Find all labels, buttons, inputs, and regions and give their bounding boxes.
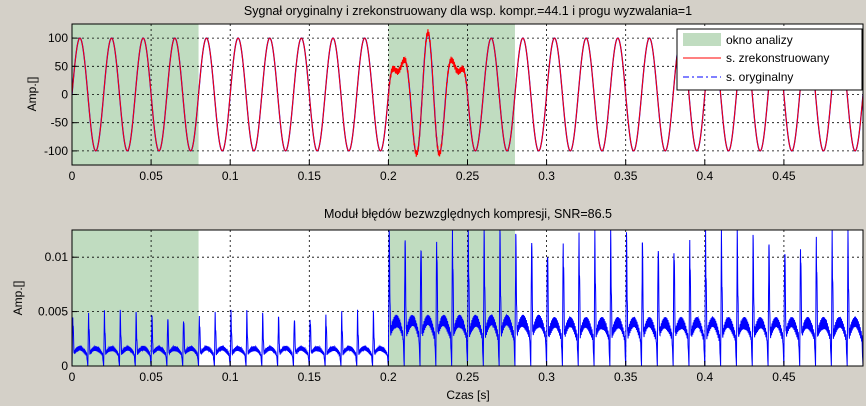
top-y-tick-label: 100 (48, 31, 68, 45)
legend: okno analizy s. zrekonstruowany s. orygi… (676, 28, 863, 91)
bottom-x-axis-label: Czas [s] (446, 388, 489, 402)
bot-x-tick-label: 0.35 (614, 370, 638, 384)
bot-x-tick-label: 0 (69, 370, 76, 384)
top-x-tick-label: 0.35 (614, 169, 638, 183)
top-x-tick-label: 0.45 (772, 169, 796, 183)
legend-label-window: okno analizy (726, 33, 793, 47)
bottom-chart-title: Moduł błędów bezwzględnych kompresji, SN… (324, 207, 612, 221)
top-x-tick-label: 0.4 (696, 169, 713, 183)
top-x-tick-label: 0 (69, 169, 76, 183)
bot-x-tick-label: 0.45 (772, 370, 796, 384)
bot-x-tick-label: 0.1 (222, 370, 239, 384)
bot-x-tick-label: 0.3 (538, 370, 555, 384)
top-x-tick-label: 0.1 (222, 169, 239, 183)
bot-y-tick-label: 0.01 (45, 250, 69, 264)
top-x-tick-label: 0.2 (380, 169, 397, 183)
bot-x-tick-label: 0.15 (298, 370, 322, 384)
bot-x-tick-label: 0.2 (380, 370, 397, 384)
bot-y-tick-label: 0.005 (38, 305, 68, 319)
bottom-y-axis-label: Amp.[] (11, 281, 25, 316)
bot-x-tick-label: 0.4 (696, 370, 713, 384)
bottom-chart: Moduł błędów bezwzględnych kompresji, SN… (11, 207, 864, 402)
bot-y-tick-label: 0 (61, 359, 68, 373)
top-x-tick-label: 0.15 (298, 169, 322, 183)
top-x-tick-label: 0.05 (139, 169, 163, 183)
top-y-tick-label: 50 (55, 59, 69, 73)
bot-x-tick-label: 0.05 (139, 370, 163, 384)
legend-label-original: s. oryginalny (726, 70, 793, 84)
bot-x-tick-label: 0.25 (456, 370, 480, 384)
top-y-tick-label: 0 (61, 88, 68, 102)
top-chart: Sygnał oryginalny i zrekonstruowany dla … (25, 4, 864, 183)
top-y-tick-label: -50 (51, 116, 69, 130)
series-reconstructed-line (72, 29, 863, 157)
top-chart-title: Sygnał oryginalny i zrekonstruowany dla … (244, 4, 692, 18)
top-x-tick-label: 0.25 (456, 169, 480, 183)
top-y-tick-label: -100 (44, 144, 68, 158)
legend-swatch-window (683, 33, 721, 46)
top-y-axis-label: Amp.[] (25, 77, 39, 112)
legend-label-reconstructed: s. zrekonstruowany (726, 51, 829, 65)
top-x-tick-label: 0.3 (538, 169, 555, 183)
